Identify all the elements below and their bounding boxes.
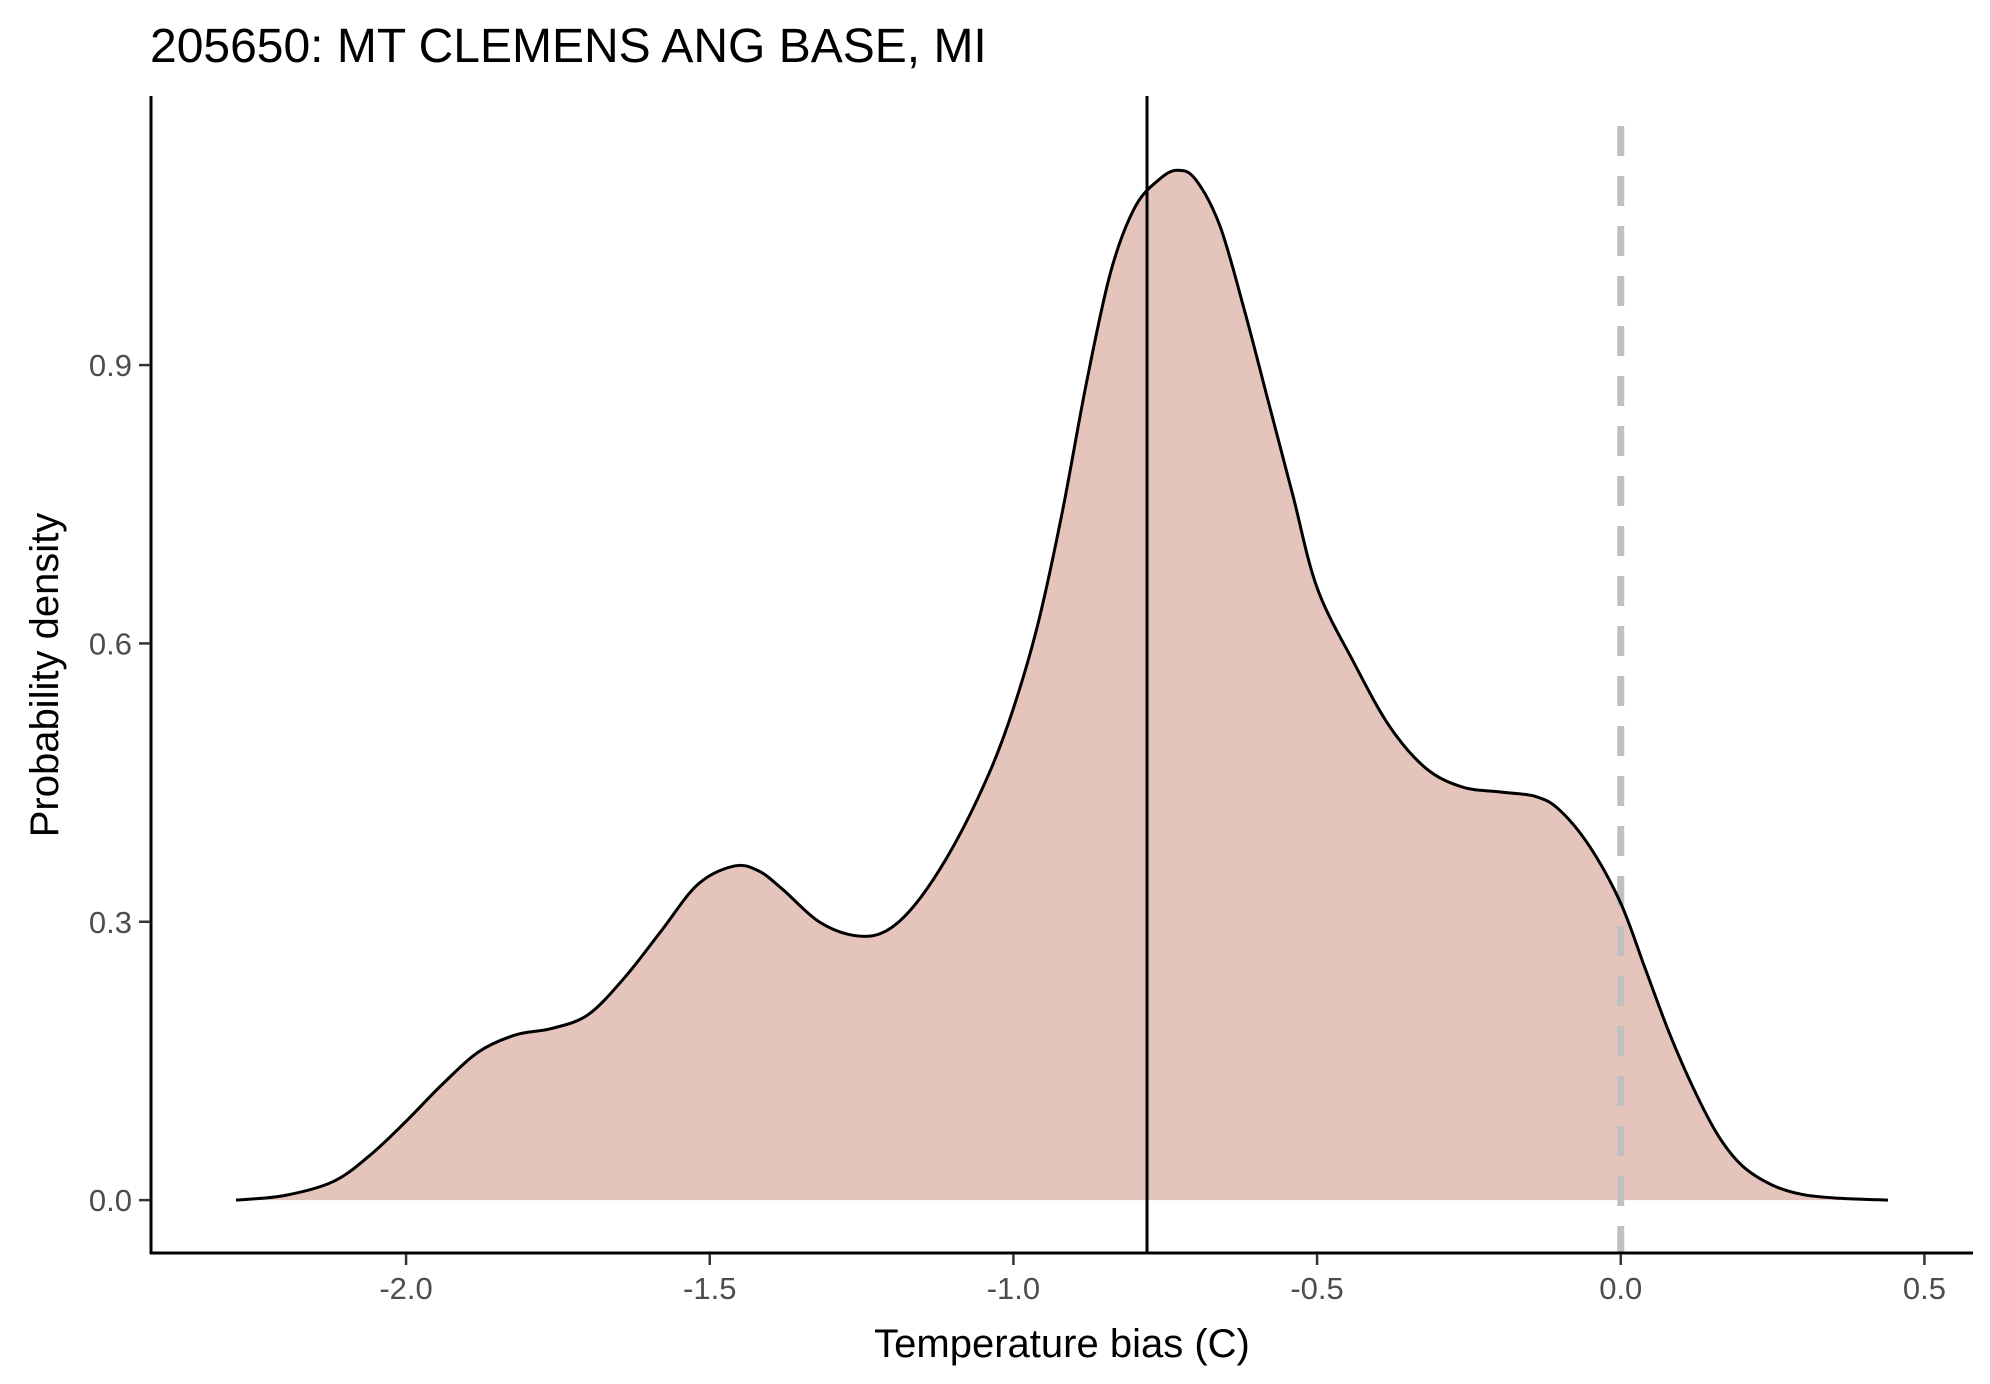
y-axis-title: Probability density — [23, 513, 67, 838]
x-tick-label: -2.0 — [379, 1271, 432, 1306]
y-tick-label: 0.3 — [89, 905, 132, 940]
plot-area — [235, 96, 1889, 1253]
x-tick-label: -1.0 — [987, 1271, 1040, 1306]
chart-title: 205650: MT CLEMENS ANG BASE, MI — [150, 20, 987, 73]
y-tick-label: 0.9 — [89, 348, 132, 383]
x-axis-title: Temperature bias (C) — [874, 1322, 1250, 1366]
y-axis-ticks: 0.0 0.3 0.6 0.9 — [89, 348, 150, 1218]
density-line — [235, 168, 1889, 1202]
x-tick-label: -1.5 — [683, 1271, 736, 1306]
y-tick-label: 0.6 — [89, 626, 132, 661]
x-axis-ticks: -2.0 -1.5 -1.0 -0.5 0.0 0.5 — [379, 1254, 1946, 1306]
x-tick-label: -0.5 — [1290, 1271, 1343, 1306]
y-tick-label: 0.0 — [89, 1183, 132, 1218]
density-area — [236, 170, 1888, 1201]
x-tick-label: 0.5 — [1903, 1271, 1946, 1306]
x-tick-label: 0.0 — [1599, 1271, 1642, 1306]
